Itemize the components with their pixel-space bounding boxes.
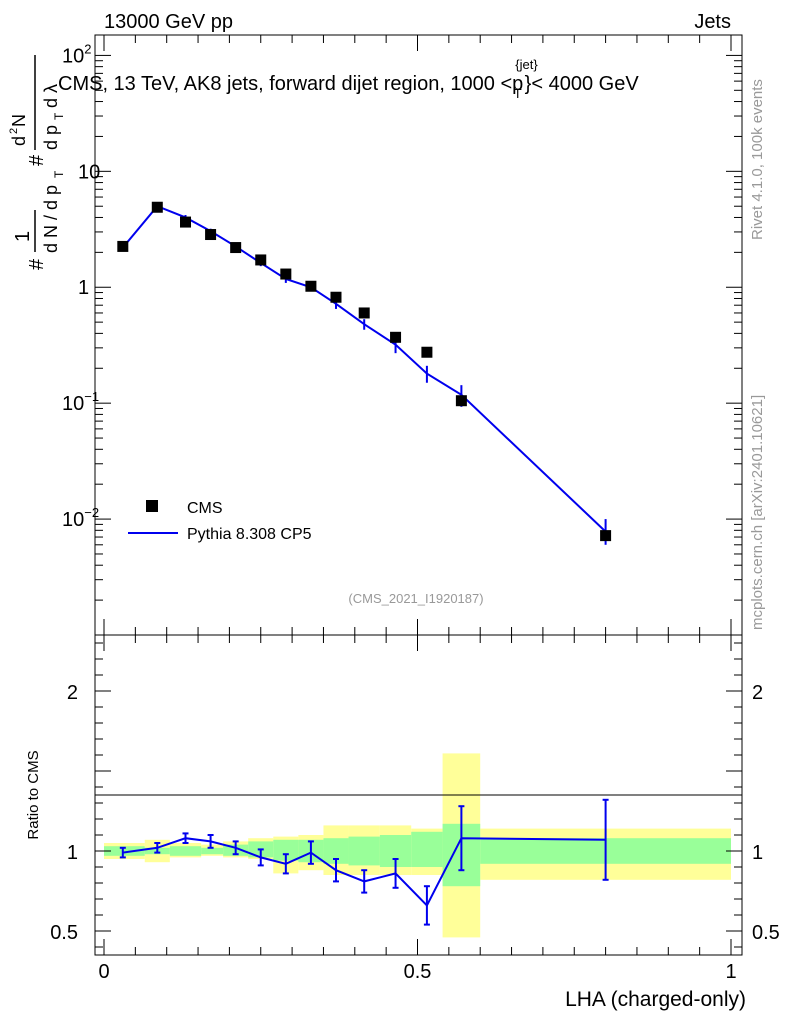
x-tick-label: 0 <box>98 961 109 983</box>
ratio-bands <box>104 753 731 938</box>
cms-data-point <box>390 331 402 343</box>
svg-text:d N / d p: d N / d p <box>41 185 61 253</box>
cms-data-point <box>151 201 163 213</box>
main-y-tick-label: 10−2 <box>62 505 99 531</box>
ratio-inner-band <box>169 846 202 856</box>
legend-cms-marker <box>146 500 158 512</box>
cms-data-point <box>600 530 612 542</box>
plot-title-sup: {jet} <box>515 57 538 72</box>
cms-data-point <box>455 395 467 407</box>
plot-title-sub: T <box>514 86 522 101</box>
legend-cms-label: CMS <box>187 500 223 517</box>
cms-data-point <box>230 242 242 254</box>
x-tick-label: 0.5 <box>404 961 432 983</box>
cms-data-point <box>117 240 129 252</box>
cms-data-point <box>421 346 433 358</box>
cms-data-point <box>280 268 292 280</box>
header-jets-label: Jets <box>694 11 731 33</box>
ratio-line <box>122 837 606 908</box>
ratio-inner-band <box>411 831 443 867</box>
main-y-tick-label: 10−1 <box>62 389 99 415</box>
main-y-tick-label: 1 <box>78 277 89 299</box>
ratio-inner-band <box>273 839 299 861</box>
legend: CMS Pythia 8.308 CP5 <box>128 500 312 543</box>
ratio-panel: 0.5 0.5 1 1 2 2 0 0.5 1 <box>50 634 780 983</box>
ratio-y-tick-label: 1 <box>67 842 78 864</box>
cms-data-point <box>255 254 267 266</box>
ratio-inner-band <box>201 847 224 855</box>
x-tick-label: 1 <box>725 961 736 983</box>
svg-text:T: T <box>52 112 66 120</box>
main-y-axis-label: # 1 d N / d p T # d 2 N d p T d λ <box>8 55 66 270</box>
ratio-y-tick-label-right: 1 <box>752 842 763 864</box>
header-energy-label: 13000 GeV pp <box>104 11 233 33</box>
plot-title-main: CMS, 13 TeV, AK8 jets, forward dijet reg… <box>58 73 523 95</box>
svg-text:T: T <box>52 170 66 178</box>
legend-pythia-label: Pythia 8.308 CP5 <box>187 526 312 543</box>
main-panel: 10−2 10−1 1 10 102 <box>62 34 743 636</box>
x-axis-label: LHA (charged-only) <box>565 988 746 1011</box>
ratio-inner-band <box>348 836 380 866</box>
rivet-version-label: Rivet 4.1.0, 100k events <box>749 79 766 240</box>
ratio-y-tick-label-right: 0.5 <box>752 922 780 944</box>
cms-data-point <box>358 307 370 319</box>
plot-title: CMS, 13 TeV, AK8 jets, forward dijet reg… <box>58 57 639 101</box>
ratio-inner-band <box>104 846 145 856</box>
cms-data-point <box>180 216 192 228</box>
ratio-plot-marks <box>119 798 609 926</box>
analysis-tag: (CMS_2021_I1920187) <box>348 591 483 606</box>
main-frame <box>94 34 743 636</box>
svg-text:#: # <box>26 154 48 166</box>
ratio-y-axis-label: Ratio to CMS <box>25 750 42 839</box>
main-plot-marks <box>117 201 612 545</box>
mcplots-label: mcplots.cern.ch [arXiv:2401.10621] <box>749 395 766 630</box>
ratio-y-tick-label: 2 <box>67 682 78 704</box>
svg-text:d p: d p <box>41 125 61 150</box>
ratio-axis: 0.5 0.5 1 1 2 2 0 0.5 1 <box>50 635 780 983</box>
ratio-y-tick-label: 0.5 <box>50 922 78 944</box>
pythia-line <box>122 205 607 533</box>
main-y-tick-label: 102 <box>62 41 91 67</box>
main-y-tick-label: 10 <box>78 161 100 183</box>
ratio-frame <box>94 634 743 956</box>
svg-text:#: # <box>26 258 48 270</box>
main-axis: 10−2 10−1 1 10 102 <box>62 35 742 636</box>
cms-data-point <box>330 291 342 303</box>
svg-text:N: N <box>9 114 29 127</box>
cms-data-point <box>305 280 317 292</box>
ratio-y-tick-label-right: 2 <box>752 682 763 704</box>
plot-title-tail: }< 4000 GeV <box>525 73 640 95</box>
svg-text:2: 2 <box>8 128 20 134</box>
svg-text:d λ: d λ <box>41 84 61 108</box>
svg-text:d: d <box>9 136 29 146</box>
cms-data-point <box>205 229 217 241</box>
svg-text:1: 1 <box>12 231 34 242</box>
